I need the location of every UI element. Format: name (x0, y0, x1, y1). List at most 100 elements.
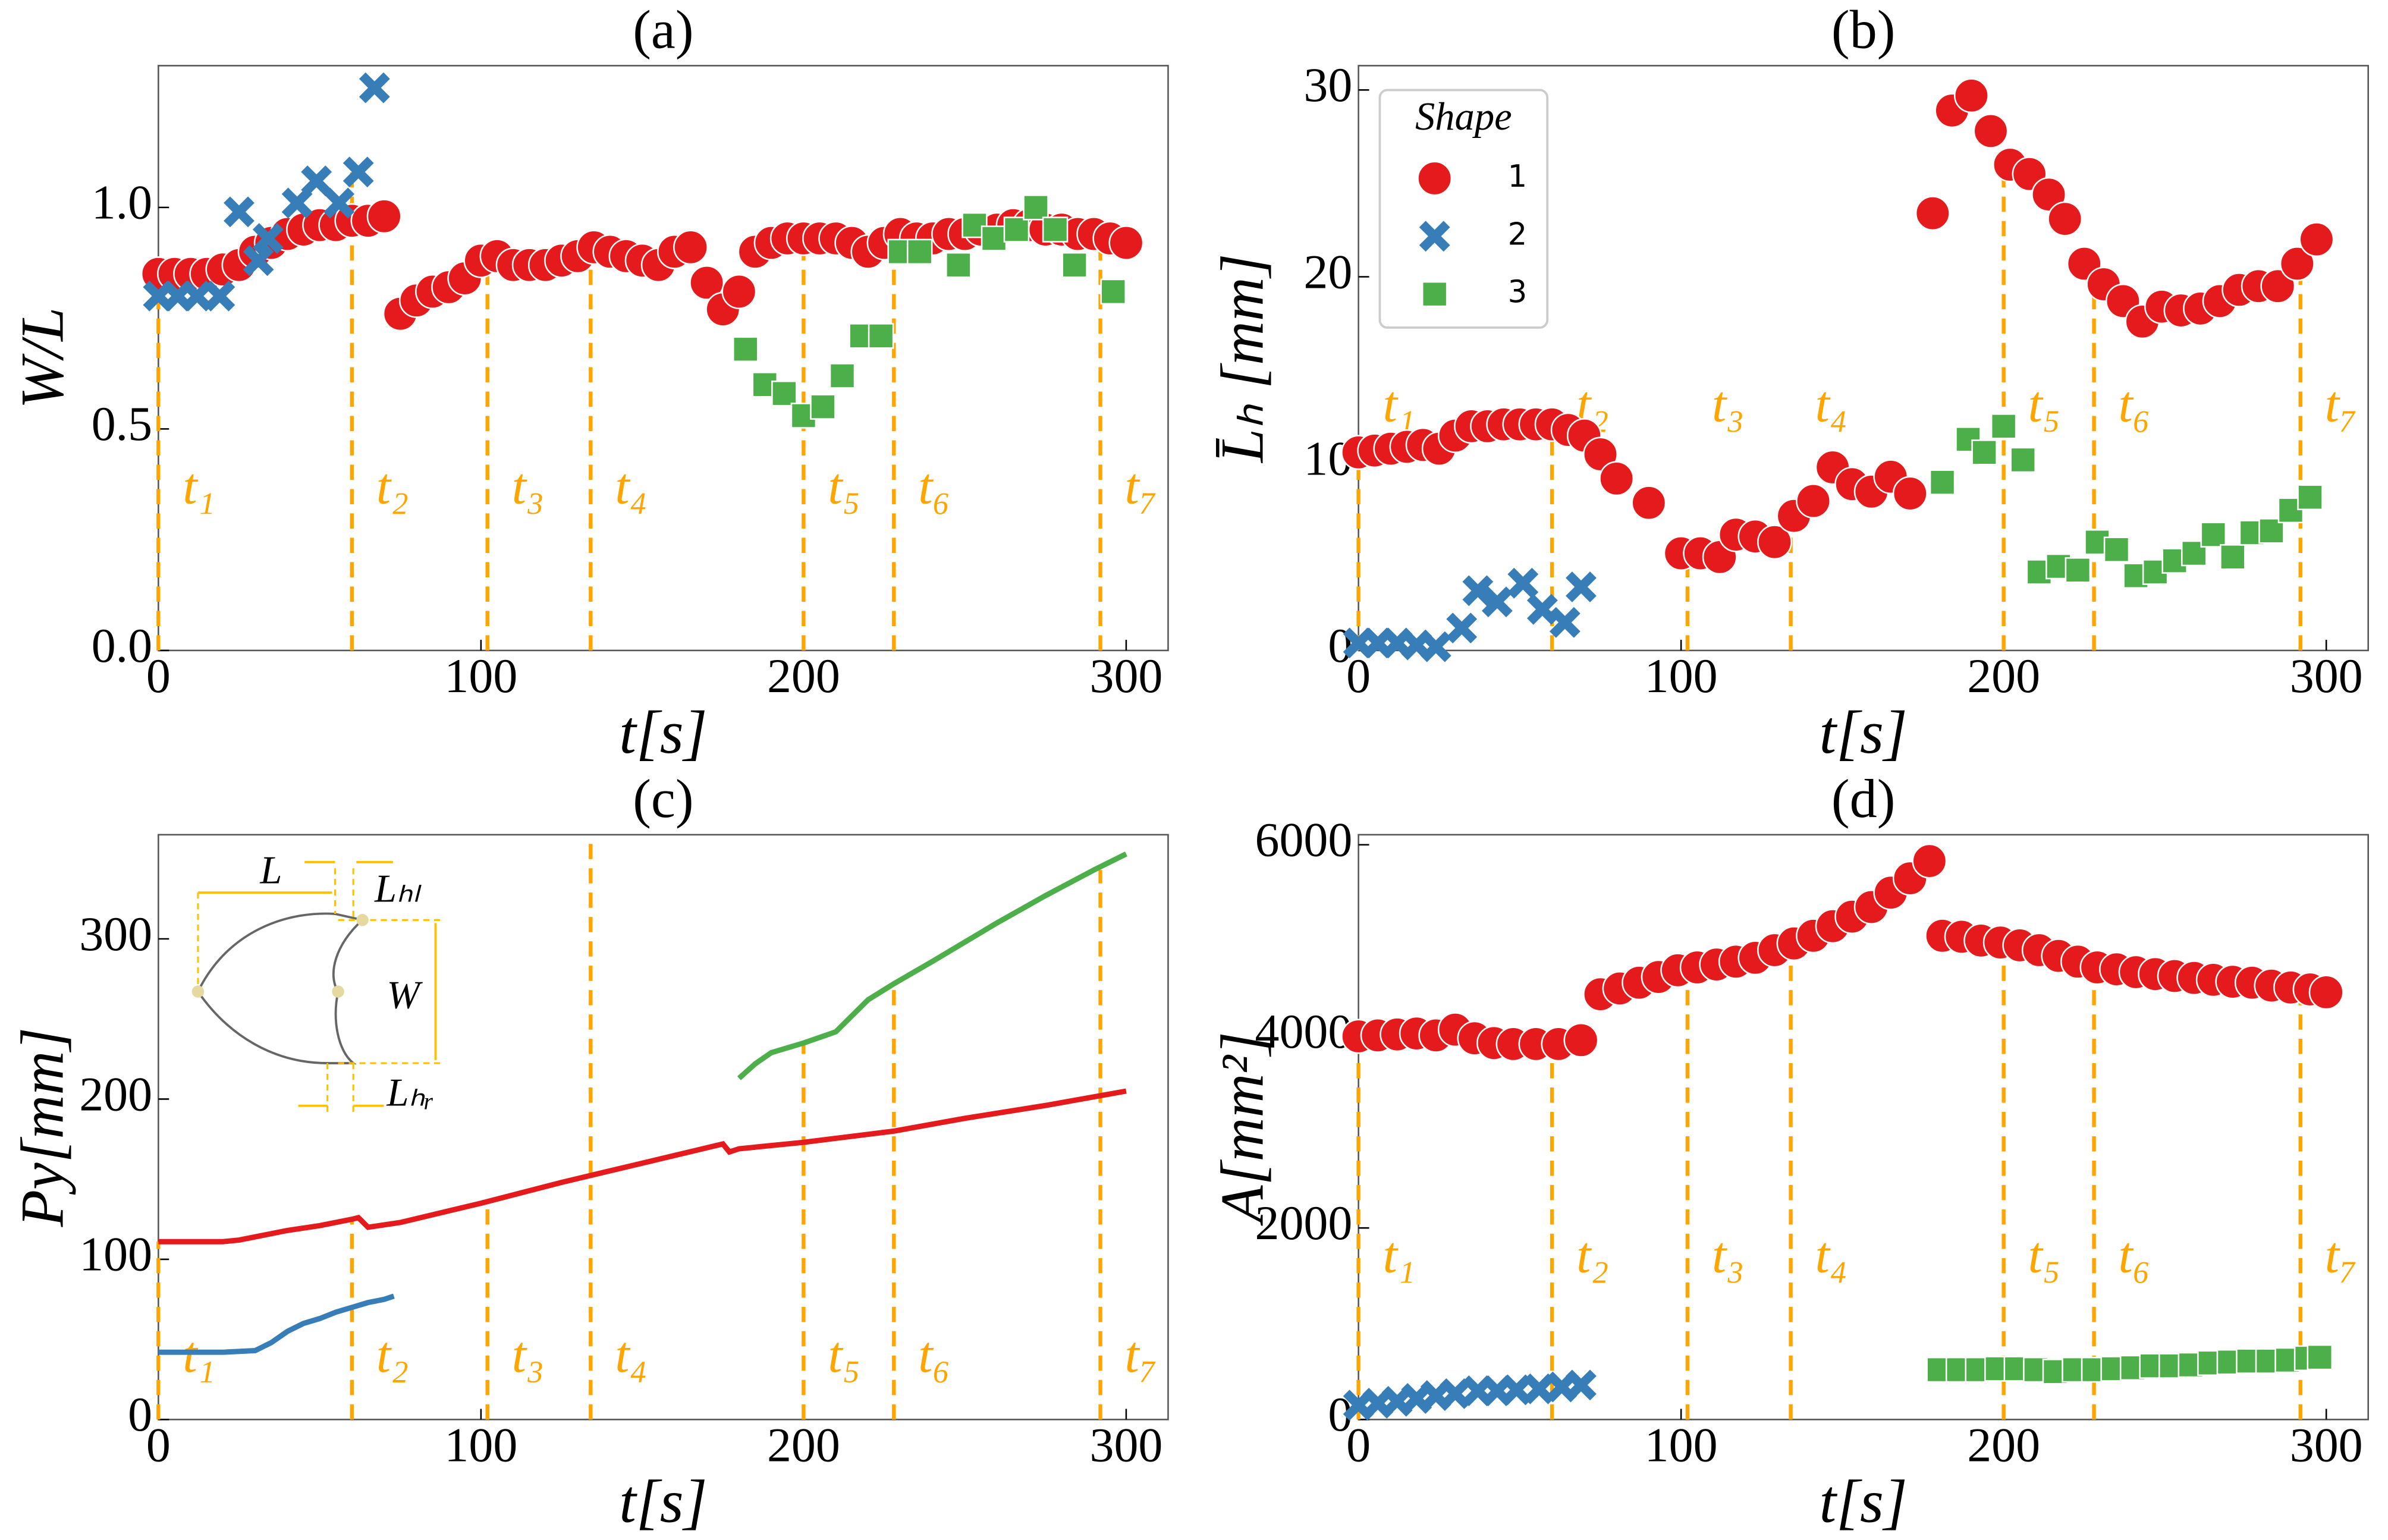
point (1631, 485, 1667, 521)
x-tick-label: 300 (2290, 1418, 2363, 1472)
point (1757, 524, 1792, 560)
x-tick-label: 300 (1089, 649, 1162, 703)
point (2200, 521, 2227, 548)
event-label: t₃ (1712, 1226, 1744, 1284)
x-axis-label: t[s] (619, 699, 707, 766)
point (2260, 268, 2296, 304)
event-label: t₄ (1815, 1226, 1847, 1284)
point (2047, 201, 2083, 237)
point (1507, 567, 1539, 599)
axes-frame (158, 65, 1169, 652)
event-label: t₆ (2119, 1226, 2151, 1284)
y-tick-label: 100 (79, 1227, 152, 1281)
legend-marker (1421, 281, 1448, 307)
x-tick-label: 200 (767, 1418, 840, 1472)
y-tick-label: 4000 (1255, 1004, 1352, 1058)
event-label: t₇ (1125, 1325, 1157, 1383)
point (1003, 216, 1030, 243)
x-axis-label: t[s] (1820, 699, 1908, 766)
point (1915, 196, 1950, 231)
point (366, 199, 402, 234)
event-label: t₆ (918, 457, 950, 514)
event-label: t₅ (828, 1325, 860, 1383)
chart-title: (a) (633, 0, 693, 59)
point (1796, 483, 1831, 519)
point (1549, 606, 1581, 638)
event-label: t₇ (1125, 457, 1157, 514)
line (158, 1088, 1127, 1244)
x-tick-label: 300 (2290, 649, 2363, 703)
event-label: t₅ (2028, 1226, 2060, 1284)
y-tick-label: 1.0 (92, 175, 152, 230)
y-tick-label: 0 (1328, 618, 1352, 672)
inset-label: Lₕₗ (374, 867, 422, 910)
point (810, 394, 836, 420)
point (1440, 1378, 1471, 1409)
y-tick-label: 0 (128, 1387, 152, 1441)
event-label: t₆ (2119, 375, 2151, 433)
x-tick-label: 200 (767, 649, 840, 703)
point (2103, 536, 2130, 563)
point (1929, 469, 1956, 495)
point (829, 363, 856, 389)
event-label: t₃ (512, 1325, 544, 1383)
event-label: t₃ (512, 457, 544, 514)
x-axis-label: t[s] (1820, 1468, 1908, 1535)
point (1912, 843, 1947, 879)
y-axis-label: L̄ₕ [mm] (1209, 253, 1277, 464)
point (343, 156, 374, 188)
x-tick-label: 200 (1967, 1418, 2040, 1472)
point (1108, 225, 1144, 260)
x-tick-label: 0 (1346, 1418, 1371, 1472)
event-label: t₆ (918, 1325, 950, 1383)
point (1971, 439, 1997, 466)
event-label: t₄ (615, 1325, 647, 1383)
point (1583, 436, 1618, 472)
event-label: t₄ (615, 457, 647, 514)
y-tick-label: 0.5 (92, 397, 152, 451)
chart-title: (d) (1831, 768, 1896, 829)
inset-label: L (259, 849, 282, 892)
point (981, 225, 1007, 252)
point (689, 265, 725, 300)
x-tick-label: 200 (1967, 649, 2040, 703)
axes-frame (158, 834, 1169, 1420)
point (2297, 484, 2323, 511)
point (1973, 113, 2009, 149)
y-tick-label: 200 (79, 1067, 152, 1121)
point (1563, 1022, 1599, 1058)
event-label: t₇ (2325, 1226, 2357, 1284)
point (1523, 1373, 1555, 1404)
y-tick-label: 30 (1303, 58, 1352, 112)
y-tick-label: 2000 (1255, 1196, 1352, 1250)
event-label: t₁ (1383, 1226, 1415, 1284)
point (2299, 222, 2334, 257)
point (2308, 975, 2344, 1010)
point (2065, 557, 2091, 583)
point (1023, 194, 1049, 221)
event-label: t₇ (2325, 375, 2357, 433)
line (737, 851, 1127, 1080)
point (1420, 631, 1451, 662)
legend-label: 3 (1508, 275, 1528, 310)
point (1462, 575, 1494, 606)
point (721, 274, 757, 309)
x-tick-label: 100 (444, 649, 517, 703)
event-label: t₅ (2028, 375, 2060, 433)
point (323, 187, 355, 219)
legend-marker (1419, 221, 1450, 252)
event-label: t₁ (1383, 375, 1415, 433)
y-axis-label: A[mm²] (1209, 1032, 1277, 1226)
axes-frame (1358, 65, 2369, 652)
point (2307, 1344, 2333, 1371)
point (1566, 1369, 1597, 1401)
y-axis-label: W/L (9, 307, 76, 409)
point (359, 72, 390, 103)
point (1566, 571, 1597, 603)
point (224, 196, 254, 228)
point (868, 323, 894, 349)
point (1892, 476, 1928, 511)
guides (197, 868, 442, 1112)
